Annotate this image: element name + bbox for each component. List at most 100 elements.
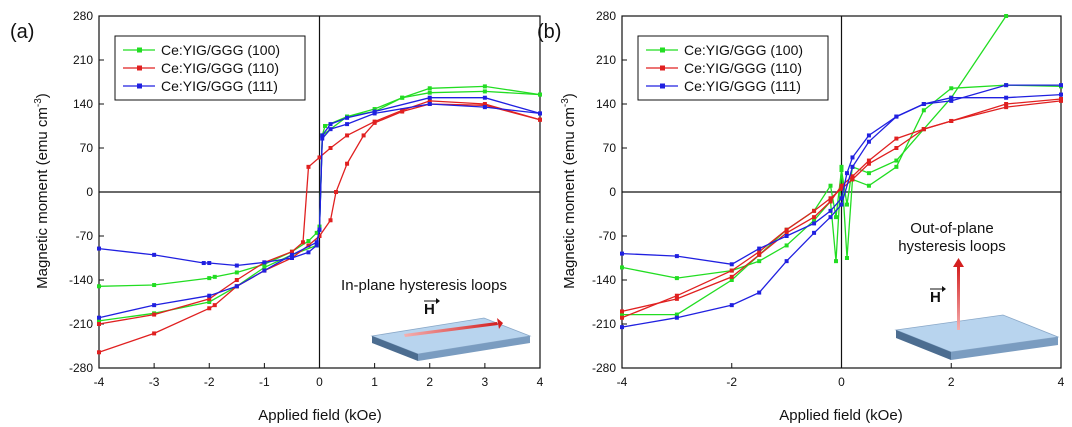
data-point <box>345 122 350 127</box>
legend-swatch-marker <box>137 83 142 89</box>
data-point <box>482 102 487 106</box>
data-point <box>1004 14 1009 18</box>
data-point <box>306 250 311 255</box>
data-point <box>866 171 871 176</box>
data-point <box>620 312 624 317</box>
plot-area-b: -4 -2 0 2 4 -280 -210 -140 -70 0 70 140 210 280 <box>592 9 1065 389</box>
data-point <box>757 249 762 254</box>
data-point <box>839 196 844 201</box>
data-point <box>949 95 954 100</box>
data-point <box>812 215 817 220</box>
data-point <box>850 174 855 179</box>
series-6 <box>97 95 542 320</box>
y-tick-label: -140 <box>69 273 93 287</box>
data-point <box>328 146 333 150</box>
data-point <box>207 300 212 304</box>
y-tick-label: 0 <box>86 185 93 199</box>
data-point <box>482 89 487 94</box>
x-tick-label: -4 <box>94 375 105 389</box>
data-point <box>620 325 624 330</box>
x-tick-label: 4 <box>537 375 544 389</box>
data-point <box>262 260 267 265</box>
data-point <box>328 122 333 127</box>
y-tick-label: 210 <box>73 53 93 67</box>
data-point <box>207 261 212 266</box>
data-point <box>894 158 899 163</box>
data-point <box>894 164 899 169</box>
data-point <box>729 303 734 308</box>
data-point <box>839 183 844 188</box>
y-tick-label: 140 <box>596 97 616 111</box>
data-point <box>839 168 844 172</box>
data-point <box>729 268 734 273</box>
data-point <box>372 107 377 112</box>
data-point <box>828 196 833 201</box>
legend-a: Ce:YIG/GGG (100) Ce:YIG/GGG (110) Ce:YIG/G… <box>114 35 306 101</box>
data-point <box>921 127 926 132</box>
data-point <box>212 274 217 279</box>
data-point <box>949 98 954 103</box>
data-point <box>345 115 350 120</box>
data-point <box>300 240 305 245</box>
data-point <box>894 146 899 150</box>
data-point <box>234 278 239 282</box>
data-point <box>784 227 789 232</box>
data-point <box>894 114 899 119</box>
data-point <box>234 284 239 289</box>
field-h-label-b: H <box>930 289 941 306</box>
data-point <box>323 124 328 128</box>
data-point <box>328 127 333 132</box>
x-axis-label-b: Applied field (kOe) <box>779 407 902 424</box>
in-plane-field-illustration: H <box>370 298 532 361</box>
panel-label-b: (b) <box>537 21 561 43</box>
data-point <box>317 227 322 232</box>
data-point <box>834 215 839 220</box>
x-tick-label: 0 <box>838 375 845 389</box>
data-point <box>361 133 366 138</box>
data-point <box>1059 92 1063 97</box>
data-point <box>482 95 487 100</box>
data-point <box>828 199 833 204</box>
y-tick-label: 140 <box>73 97 93 111</box>
data-point <box>850 177 855 182</box>
data-point <box>212 303 217 308</box>
data-point <box>894 136 899 141</box>
y-tick-label: -210 <box>592 317 616 331</box>
data-point <box>207 306 212 311</box>
data-point <box>400 108 405 113</box>
legend-entry: Ce:YIG/GGG (110) <box>684 60 802 76</box>
data-point <box>234 263 239 268</box>
y-tick-label: -140 <box>592 273 616 287</box>
legend-swatch-marker <box>660 47 665 53</box>
data-point <box>729 274 734 279</box>
data-point <box>812 230 817 235</box>
data-point <box>757 252 762 257</box>
data-point <box>784 259 789 264</box>
y-axis-label-a: Magnetic moment (emu cm-3) <box>33 93 51 289</box>
legend-entry: Ce:YIG/GGG (100) <box>161 42 280 58</box>
data-point <box>844 171 849 176</box>
data-point <box>1004 102 1009 106</box>
data-point <box>427 98 432 103</box>
data-point <box>850 164 855 169</box>
y-tick-label: -280 <box>592 361 616 375</box>
data-point <box>866 183 871 188</box>
data-point <box>372 109 377 114</box>
data-point <box>812 221 817 226</box>
data-point <box>866 158 871 163</box>
data-point <box>306 243 311 248</box>
y-tick-label: 0 <box>609 185 616 199</box>
data-point <box>97 315 101 320</box>
legend-swatch-marker <box>137 65 142 71</box>
legend-swatch-marker <box>660 83 665 89</box>
y-tick-label: 210 <box>596 53 616 67</box>
x-tick-label: 4 <box>1058 375 1065 389</box>
data-point <box>729 262 734 267</box>
data-point <box>234 270 239 275</box>
data-point <box>839 202 844 207</box>
data-point <box>317 155 322 160</box>
x-axis-label-a: Applied field (kOe) <box>258 407 381 424</box>
data-point <box>262 268 267 273</box>
data-point <box>320 133 325 138</box>
data-point <box>828 208 833 213</box>
